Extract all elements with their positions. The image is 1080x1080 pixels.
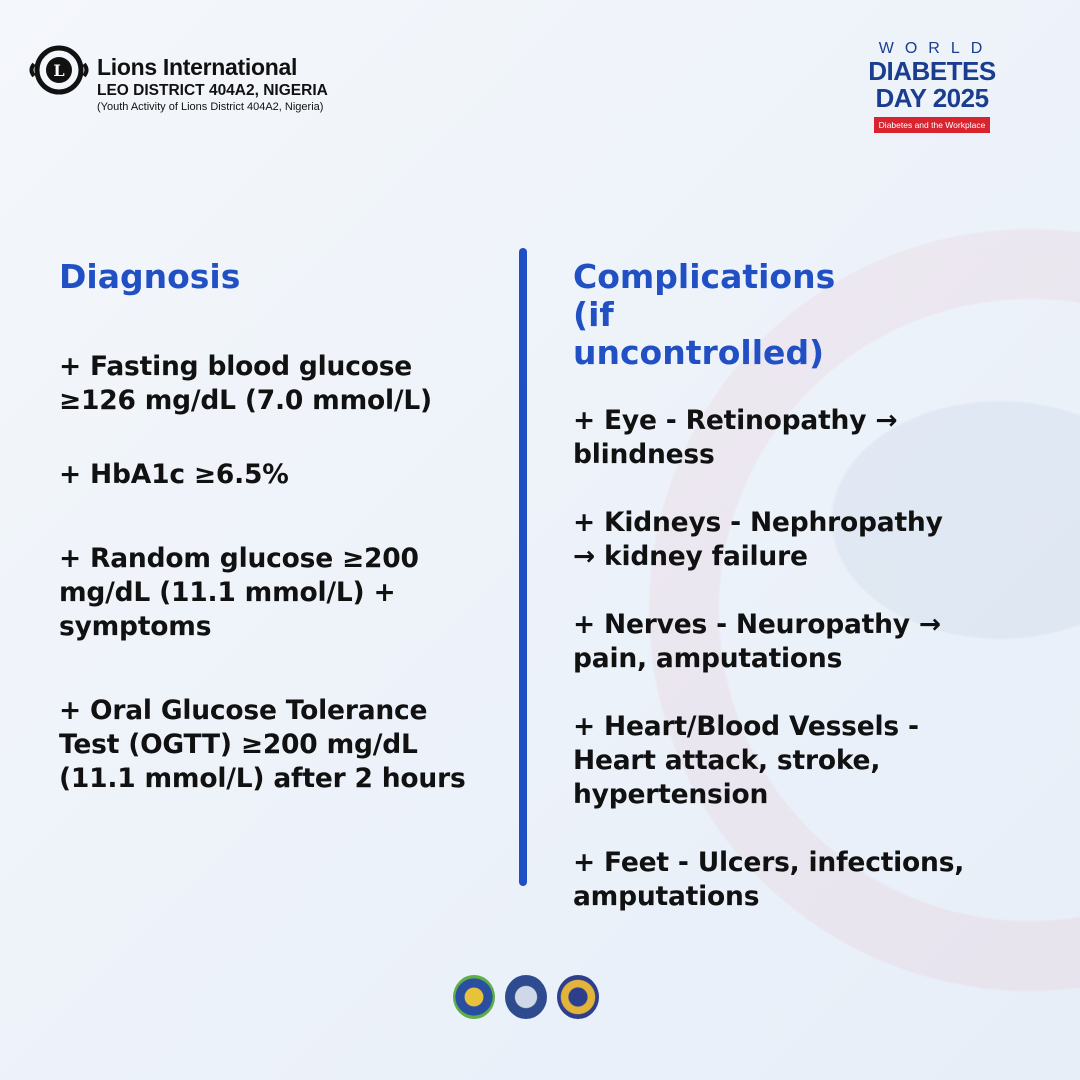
district-emblem-icon — [453, 975, 495, 1019]
diagnosis-item: + Oral Glucose Tolerance Test (OGTT) ≥20… — [59, 695, 466, 794]
org-name: Lions International — [97, 54, 298, 80]
club-emblem-icon — [557, 975, 599, 1019]
complications-section: Complications (if uncontrolled) + Eye - … — [573, 258, 1023, 914]
complication-item: + Nerves - Neuropathy → pain, amputation… — [573, 609, 941, 674]
leo-logo-icon — [505, 975, 547, 1019]
footer-logos — [453, 975, 599, 1019]
diagnosis-item: + Random glucose ≥200 mg/dL (11.1 mmol/L… — [59, 543, 419, 642]
diagnosis-item: + Fasting blood glucose ≥126 mg/dL (7.0 … — [59, 351, 432, 416]
event-line3: DAY 2025 — [875, 83, 989, 113]
svg-text:L: L — [53, 61, 64, 80]
complication-item: + Feet - Ulcers, infections, amputations — [573, 847, 965, 912]
org-tagline: (Youth Activity of Lions District 404A2,… — [97, 100, 324, 113]
complication-item: + Eye - Retinopathy → blindness — [573, 405, 898, 470]
event-line2: DIABETES — [868, 56, 996, 86]
diagnosis-section: Diagnosis + Fasting blood glucose ≥126 m… — [59, 258, 499, 796]
event-theme-badge: Diabetes and the Workplace — [873, 117, 991, 133]
event-line1: WORLD — [878, 40, 994, 57]
district-name: LEO DISTRICT 404A2, NIGERIA — [97, 82, 328, 99]
diagnosis-title: Diagnosis — [59, 257, 241, 296]
complication-item: + Kidneys - Nephropathy → kidney failure — [573, 507, 943, 572]
column-divider — [519, 248, 527, 886]
organization-block: Lions International LEO DISTRICT 404A2, … — [97, 56, 357, 113]
complication-item: + Heart/Blood Vessels - Heart attack, st… — [573, 711, 919, 810]
diagnosis-item: + HbA1c ≥6.5% — [59, 459, 289, 490]
lions-logo: L — [29, 45, 89, 95]
complications-title: Complications (if uncontrolled) — [573, 257, 836, 372]
world-diabetes-day-logo: WORLD DIABETES DAY 2025 Diabetes and the… — [862, 40, 1002, 133]
